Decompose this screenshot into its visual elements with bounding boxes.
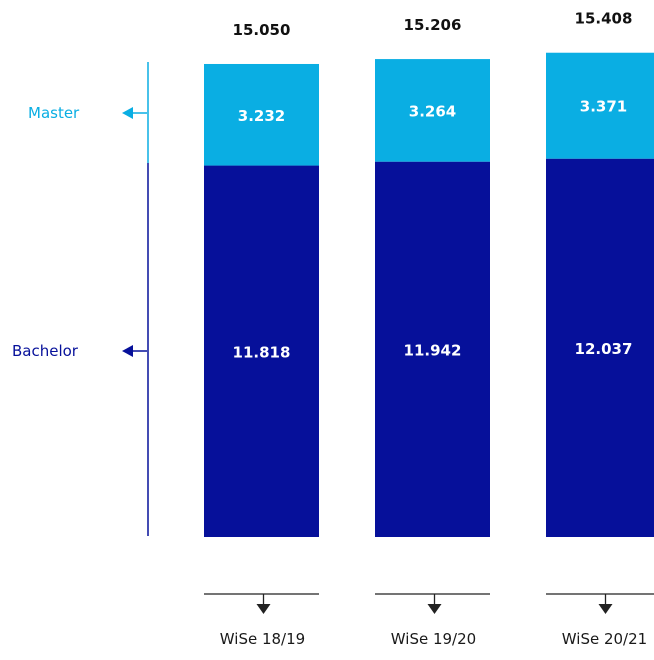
bar-master-0 — [204, 63, 319, 166]
legend-arrow-master-icon — [122, 107, 147, 119]
bar-master-2 — [546, 52, 654, 159]
category-label-2: WiSe 20/21 — [562, 630, 647, 648]
data-label-bachelor-2: 12.037 — [575, 340, 633, 358]
legend-arrow-bachelor-icon — [122, 345, 147, 357]
legend-label-master: Master — [28, 104, 80, 122]
bar-bachelor-0 — [204, 165, 319, 538]
category-arrow-icon-1 — [427, 604, 442, 614]
category-label-1: WiSe 19/20 — [391, 630, 476, 648]
data-label-master-1: 3.264 — [409, 102, 456, 120]
bar-bachelor-1 — [375, 161, 490, 537]
legend-label-bachelor: Bachelor — [12, 342, 79, 360]
data-label-bachelor-0: 11.818 — [233, 343, 291, 361]
total-label-0: 15.050 — [233, 21, 291, 39]
data-label-master-0: 3.232 — [238, 107, 285, 125]
category-arrow-icon-2 — [598, 604, 613, 614]
total-label-1: 15.206 — [404, 16, 462, 34]
data-label-bachelor-1: 11.942 — [404, 341, 462, 359]
total-label-2: 15.408 — [575, 10, 633, 28]
bar-bachelor-2 — [546, 158, 654, 537]
bar-master-1 — [375, 59, 490, 162]
category-arrow-icon-0 — [256, 604, 271, 614]
category-label-0: WiSe 18/19 — [220, 630, 305, 648]
data-label-master-2: 3.371 — [580, 98, 627, 116]
